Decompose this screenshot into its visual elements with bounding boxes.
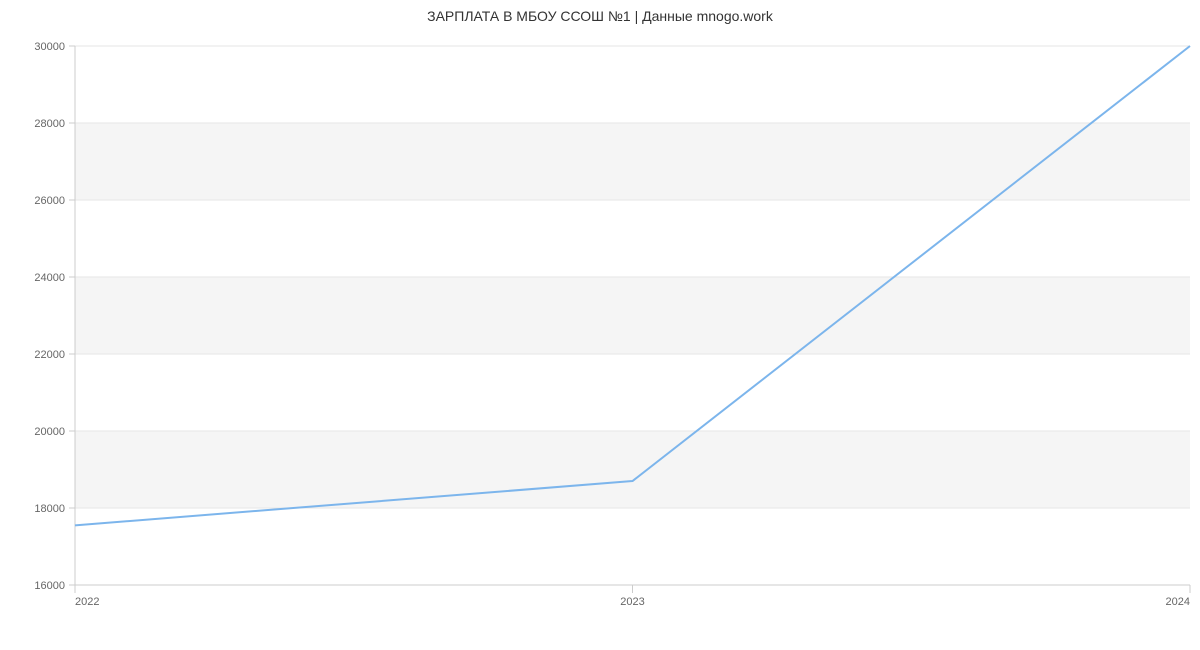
chart-title: ЗАРПЛАТА В МБОУ ССОШ №1 | Данные mnogo.w… <box>0 8 1200 24</box>
y-tick-label: 24000 <box>34 272 65 284</box>
x-tick-label: 2024 <box>1166 596 1190 608</box>
y-tick-label: 26000 <box>34 195 65 207</box>
y-tick-label: 30000 <box>34 41 65 53</box>
x-tick-label: 2022 <box>75 596 99 608</box>
plot-band <box>75 277 1190 354</box>
y-tick-label: 28000 <box>34 118 65 130</box>
y-tick-label: 20000 <box>34 426 65 438</box>
y-tick-label: 18000 <box>34 503 65 515</box>
y-tick-label: 22000 <box>34 349 65 361</box>
x-tick-label: 2023 <box>620 596 644 608</box>
chart-svg: 16000 18000 20000 22000 24000 26000 28000 30000… <box>0 0 1200 650</box>
y-tick-label: 16000 <box>34 580 65 592</box>
plot-band <box>75 431 1190 508</box>
salary-line-chart: ЗАРПЛАТА В МБОУ ССОШ №1 | Данные mnogo.w… <box>0 0 1200 650</box>
plot-band <box>75 123 1190 200</box>
